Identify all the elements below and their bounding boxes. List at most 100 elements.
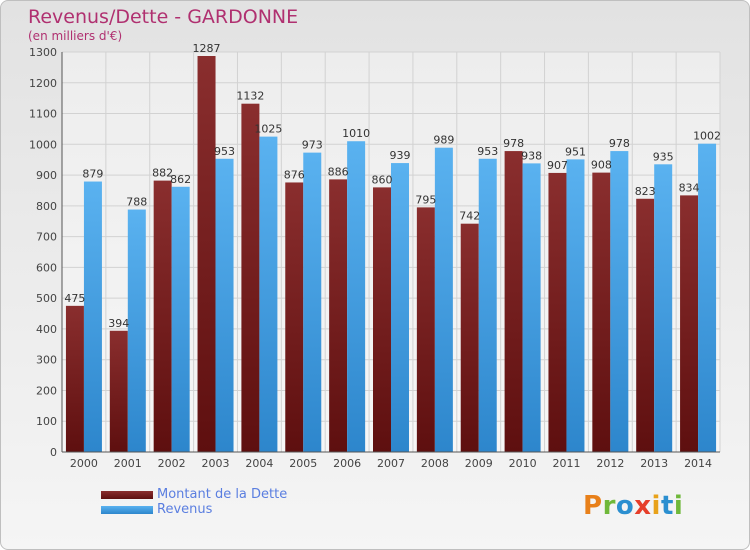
bar-dette	[548, 172, 567, 452]
bar-revenus	[127, 209, 146, 452]
bar-dette	[680, 195, 699, 452]
logo-letter: t	[660, 491, 674, 521]
data-label-dette: 882	[152, 167, 173, 180]
bar-dette	[504, 151, 523, 453]
data-label-dette: 886	[328, 165, 349, 178]
bar-dette	[373, 187, 391, 452]
y-tick-label: 0	[50, 446, 57, 459]
x-tick-label: 2004	[245, 457, 273, 470]
bar-revenus	[566, 159, 585, 452]
x-tick-label: 2011	[552, 457, 580, 470]
y-tick-label: 100	[36, 415, 57, 428]
data-label-dette: 742	[459, 210, 480, 223]
x-tick-label: 2007	[377, 457, 405, 470]
data-label-dette: 908	[591, 159, 612, 172]
bar-revenus	[83, 181, 102, 453]
bar-dette	[460, 223, 479, 452]
bar-revenus	[698, 143, 717, 452]
bar-dette	[416, 207, 435, 452]
logo-letter: i	[651, 491, 661, 521]
bar-dette	[65, 305, 84, 452]
y-tick-label: 400	[36, 323, 57, 336]
y-tick-label: 600	[36, 261, 57, 274]
bar-dette	[153, 180, 172, 452]
data-label-revenus: 939	[390, 149, 411, 162]
chart-title: Revenus/Dette - GARDONNE	[28, 6, 299, 28]
y-tick-label: 1300	[29, 46, 57, 59]
bar-revenus	[347, 141, 366, 452]
x-tick-label: 2012	[596, 457, 624, 470]
data-label-revenus: 1002	[693, 130, 721, 143]
data-label-dette: 475	[64, 292, 85, 305]
x-tick-label: 2010	[509, 457, 537, 470]
data-label-revenus: 1025	[254, 123, 282, 136]
y-tick-label: 700	[36, 231, 57, 244]
y-tick-label: 500	[36, 292, 57, 305]
data-label-revenus: 953	[214, 145, 235, 158]
x-tick-label: 2009	[465, 457, 493, 470]
x-tick-label: 2002	[158, 457, 186, 470]
bar-dette	[329, 179, 348, 452]
data-label-dette: 860	[372, 173, 393, 186]
logo-letter: r	[602, 491, 616, 521]
bar-dette	[285, 182, 304, 452]
y-tick-label: 900	[36, 169, 57, 182]
data-label-revenus: 788	[126, 196, 147, 209]
legend-label-revenus: Revenus	[157, 502, 213, 517]
y-tick-label: 800	[36, 200, 57, 213]
y-tick-label: 1100	[29, 108, 57, 121]
x-tick-label: 2008	[421, 457, 449, 470]
y-tick-label: 200	[36, 384, 57, 397]
data-label-revenus: 862	[170, 173, 191, 186]
x-tick-label: 2013	[640, 457, 668, 470]
logo-letter: P	[583, 491, 603, 521]
bar-revenus	[171, 186, 190, 452]
bar-revenus	[478, 158, 497, 452]
bar-revenus	[610, 151, 629, 453]
legend-label-dette: Montant de la Dette	[157, 487, 288, 502]
y-tick-label: 1200	[29, 77, 57, 90]
data-label-revenus: 951	[565, 145, 586, 158]
bar-revenus	[522, 163, 541, 452]
bar-dette	[197, 56, 216, 452]
data-label-revenus: 973	[302, 139, 323, 152]
bar-revenus	[434, 147, 453, 452]
data-label-dette: 1287	[193, 42, 221, 55]
x-tick-label: 2006	[333, 457, 361, 470]
data-label-dette: 795	[415, 193, 436, 206]
logo-letter: i	[673, 491, 684, 521]
data-label-revenus: 879	[82, 168, 103, 181]
x-tick-label: 2001	[114, 457, 142, 470]
data-label-revenus: 935	[653, 150, 674, 163]
logo-letter: x	[634, 491, 652, 521]
legend-swatch-revenus	[101, 506, 153, 514]
y-tick-label: 1000	[29, 138, 57, 151]
data-label-dette: 823	[635, 185, 656, 198]
proxiti-logo: Proxiti	[583, 491, 683, 521]
data-label-dette: 978	[503, 137, 524, 150]
data-label-revenus: 989	[433, 134, 454, 147]
y-tick-label: 300	[36, 354, 57, 367]
data-label-dette: 1132	[236, 90, 264, 103]
data-label-revenus: 978	[609, 137, 630, 150]
data-label-dette: 834	[679, 181, 700, 194]
chart-subtitle: (en milliers d'€)	[28, 29, 123, 43]
bar-revenus	[654, 164, 673, 453]
data-label-dette: 394	[108, 317, 129, 330]
bar-dette	[636, 198, 655, 452]
x-tick-label: 2014	[684, 457, 712, 470]
bar-dette	[109, 330, 128, 452]
x-tick-label: 2005	[289, 457, 317, 470]
logo-letter: o	[615, 491, 635, 521]
data-label-revenus: 1010	[342, 127, 370, 140]
bar-dette	[592, 172, 611, 452]
legend-swatch-dette	[101, 491, 153, 499]
bar-revenus	[303, 152, 322, 452]
bar-revenus	[215, 158, 234, 452]
bar-revenus	[259, 136, 278, 452]
data-label-dette: 876	[284, 168, 305, 181]
data-label-revenus: 953	[477, 145, 498, 158]
data-label-revenus: 938	[521, 149, 542, 162]
